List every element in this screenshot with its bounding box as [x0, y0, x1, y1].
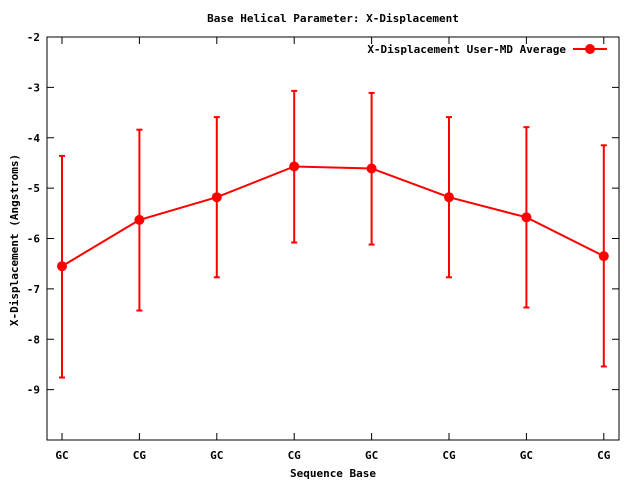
y-tick-label: -8 [27, 333, 40, 346]
y-axis-label: X-Displacement (Angstroms) [8, 154, 21, 326]
y-tick-label: -9 [27, 384, 40, 397]
series-line-group [61, 165, 605, 268]
error-bars [59, 89, 607, 379]
data-point [521, 212, 532, 223]
data-point [289, 161, 300, 172]
y-tick-label: -2 [27, 31, 40, 44]
legend-marker [585, 44, 595, 54]
x-tick-label: CG [597, 449, 611, 462]
data-point [134, 214, 145, 225]
x-tick-label: GC [210, 449, 223, 462]
x-tick-label: CG [288, 449, 302, 462]
data-points [57, 161, 609, 272]
axis-ticks: -2 -3 -4 -5 -6 -7 -8 -9 GC CG GC CG GC CG GC CG [27, 31, 619, 462]
x-tick-label: GC [55, 449, 68, 462]
y-tick-label: -6 [27, 233, 41, 246]
legend: X-Displacement User-MD Average [367, 43, 607, 56]
x-tick-label: CG [442, 449, 456, 462]
x-tick-label: GC [365, 449, 378, 462]
y-tick-label: -4 [27, 132, 41, 145]
y-tick-label: -7 [27, 283, 40, 296]
data-point [598, 251, 609, 262]
legend-label: X-Displacement User-MD Average [367, 43, 566, 56]
y-tick-label: -3 [27, 81, 40, 94]
x-tick-label: CG [133, 449, 147, 462]
x-tick-label: GC [520, 449, 533, 462]
plot-frame [46, 36, 620, 441]
x-axis-label: Sequence Base [290, 467, 376, 480]
series-line [61, 165, 605, 268]
chart-title: Base Helical Parameter: X-Displacement [207, 12, 459, 25]
data-point [57, 261, 67, 272]
data-point [366, 163, 377, 174]
data-point [211, 192, 222, 203]
y-tick-label: -5 [27, 182, 40, 195]
data-point [444, 192, 454, 203]
